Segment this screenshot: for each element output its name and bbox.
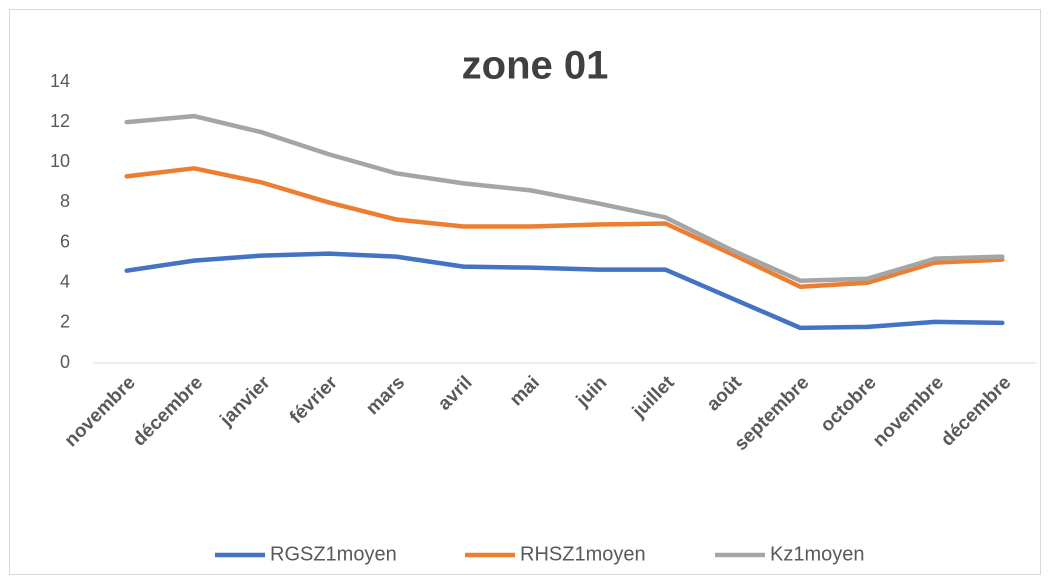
y-tick-label: 8 xyxy=(60,191,70,211)
line-series xyxy=(124,166,1005,289)
y-tick-label: 12 xyxy=(50,111,70,131)
y-tick-label: 14 xyxy=(50,71,70,91)
y-tick-label: 2 xyxy=(60,312,70,332)
line-series xyxy=(124,113,1005,283)
legend-label: RGSZ1moyen xyxy=(270,543,397,565)
legend-label: Kz1moyen xyxy=(770,543,865,565)
y-tick-label: 4 xyxy=(60,271,70,291)
chart-border xyxy=(9,9,1041,575)
y-tick-label: 10 xyxy=(50,151,70,171)
legend-label: RHSZ1moyen xyxy=(520,543,646,565)
y-tick-label: 6 xyxy=(60,231,70,251)
line-series xyxy=(124,251,1005,331)
chart-title: zone 01 xyxy=(462,44,609,88)
y-tick-label: 0 xyxy=(60,352,70,372)
